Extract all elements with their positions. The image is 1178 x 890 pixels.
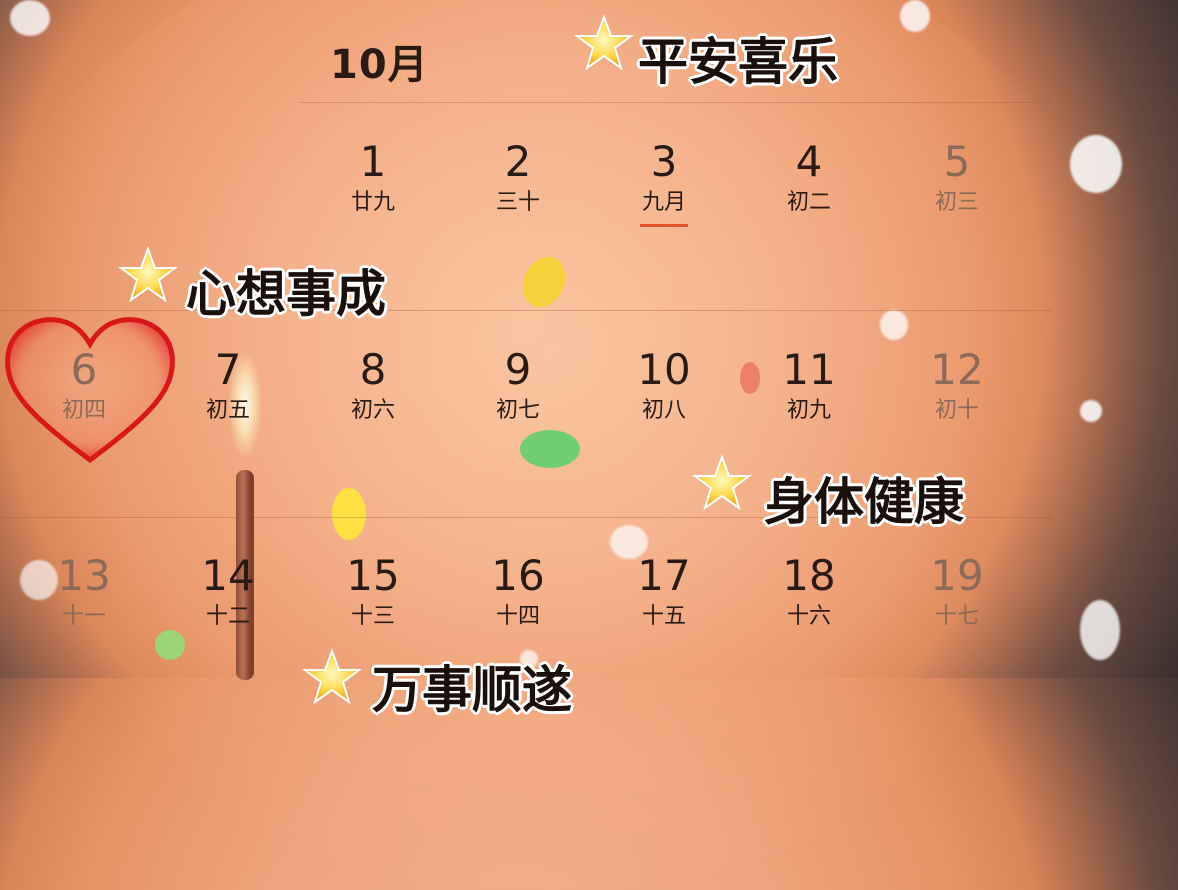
lunar-date: 三十 bbox=[495, 190, 540, 215]
lunar-date: 初六 bbox=[350, 398, 395, 423]
star-icon bbox=[692, 454, 752, 511]
blessing-banner: 身体健康 bbox=[764, 473, 964, 531]
lunar-date: 十二 bbox=[205, 604, 250, 629]
lunar-date: 十七 bbox=[934, 604, 979, 629]
day-number: 10 bbox=[637, 345, 691, 394]
day-number: 13 bbox=[57, 551, 111, 600]
day-number: 8 bbox=[359, 345, 387, 394]
day-cell-weekend[interactable]: 5 初三 bbox=[897, 138, 1017, 216]
row-divider bbox=[0, 517, 1052, 518]
candle-wick bbox=[236, 470, 254, 680]
day-cell[interactable]: 18 十六 bbox=[749, 552, 869, 630]
confetti bbox=[332, 488, 366, 540]
day-number: 5 bbox=[943, 137, 971, 186]
day-number: 16 bbox=[491, 551, 545, 600]
day-number: 6 bbox=[70, 345, 98, 394]
day-cell[interactable]: 10 初八 bbox=[604, 346, 724, 424]
lunar-date: 初九 bbox=[786, 398, 831, 423]
day-cell[interactable]: 7 初五 bbox=[168, 346, 288, 424]
day-number: 3 bbox=[650, 137, 678, 186]
day-cell-weekend[interactable]: 6 初四 bbox=[24, 346, 144, 424]
bokeh-light bbox=[520, 650, 538, 668]
day-cell[interactable]: 16 十四 bbox=[458, 552, 578, 630]
lunar-date: 十五 bbox=[641, 604, 686, 629]
day-number: 19 bbox=[930, 551, 984, 600]
confetti bbox=[155, 630, 185, 660]
day-number: 14 bbox=[201, 551, 255, 600]
day-number: 4 bbox=[795, 137, 823, 186]
day-number: 17 bbox=[637, 551, 691, 600]
confetti bbox=[520, 430, 580, 468]
lunar-date: 十六 bbox=[786, 604, 831, 629]
bokeh-light bbox=[20, 560, 58, 600]
day-cell[interactable]: 2 三十 bbox=[458, 138, 578, 216]
bokeh-light bbox=[900, 0, 930, 32]
lunar-month-start: 九月 bbox=[641, 190, 686, 215]
confetti bbox=[740, 362, 760, 394]
day-number: 9 bbox=[504, 345, 532, 394]
day-number: 18 bbox=[782, 551, 836, 600]
candle-flame bbox=[228, 350, 262, 460]
lunar-month-underline bbox=[640, 224, 688, 227]
day-cell[interactable]: 3 九月 bbox=[604, 138, 724, 216]
day-cell[interactable]: 17 十五 bbox=[604, 552, 724, 630]
lunar-date: 初二 bbox=[786, 190, 831, 215]
day-number: 15 bbox=[346, 551, 400, 600]
bokeh-light bbox=[1080, 600, 1120, 660]
star-icon bbox=[302, 648, 362, 705]
day-cell[interactable]: 14 十二 bbox=[168, 552, 288, 630]
blessing-banner: 平安喜乐 bbox=[638, 33, 838, 91]
day-cell-weekend[interactable]: 13 十一 bbox=[24, 552, 144, 630]
day-cell[interactable]: 8 初六 bbox=[313, 346, 433, 424]
blessing-banner: 万事顺遂 bbox=[372, 661, 572, 719]
lunar-date: 廿九 bbox=[350, 190, 395, 215]
star-icon bbox=[574, 14, 634, 71]
day-number: 7 bbox=[214, 345, 242, 394]
day-cell[interactable]: 11 初九 bbox=[749, 346, 869, 424]
bokeh-light bbox=[610, 525, 648, 559]
day-number: 2 bbox=[504, 137, 532, 186]
lunar-date: 初三 bbox=[934, 190, 979, 215]
lunar-date: 初四 bbox=[61, 398, 106, 423]
day-number: 12 bbox=[930, 345, 984, 394]
day-cell-weekend[interactable]: 19 十七 bbox=[897, 552, 1017, 630]
bokeh-light bbox=[880, 310, 908, 340]
bokeh-light bbox=[10, 0, 50, 36]
heart-icon bbox=[5, 317, 175, 464]
day-number: 1 bbox=[359, 137, 387, 186]
lunar-date: 十一 bbox=[61, 604, 106, 629]
day-cell-weekend[interactable]: 12 初十 bbox=[897, 346, 1017, 424]
lunar-date: 十三 bbox=[350, 604, 395, 629]
lunar-date: 初八 bbox=[641, 398, 686, 423]
row-divider bbox=[0, 310, 1052, 311]
lunar-date: 初五 bbox=[205, 398, 250, 423]
lunar-date: 初七 bbox=[495, 398, 540, 423]
month-title: 10月 bbox=[330, 42, 429, 88]
row-divider bbox=[300, 102, 1052, 103]
day-cell[interactable]: 15 十三 bbox=[313, 552, 433, 630]
lunar-date: 初十 bbox=[934, 398, 979, 423]
day-cell[interactable]: 9 初七 bbox=[458, 346, 578, 424]
lunar-date: 十四 bbox=[495, 604, 540, 629]
blessing-banner: 心想事成 bbox=[186, 265, 386, 323]
bokeh-light bbox=[1080, 400, 1102, 422]
star-icon bbox=[118, 246, 178, 303]
day-cell[interactable]: 1 廿九 bbox=[313, 138, 433, 216]
day-cell[interactable]: 4 初二 bbox=[749, 138, 869, 216]
bokeh-light bbox=[1070, 135, 1122, 193]
day-number: 11 bbox=[782, 345, 836, 394]
